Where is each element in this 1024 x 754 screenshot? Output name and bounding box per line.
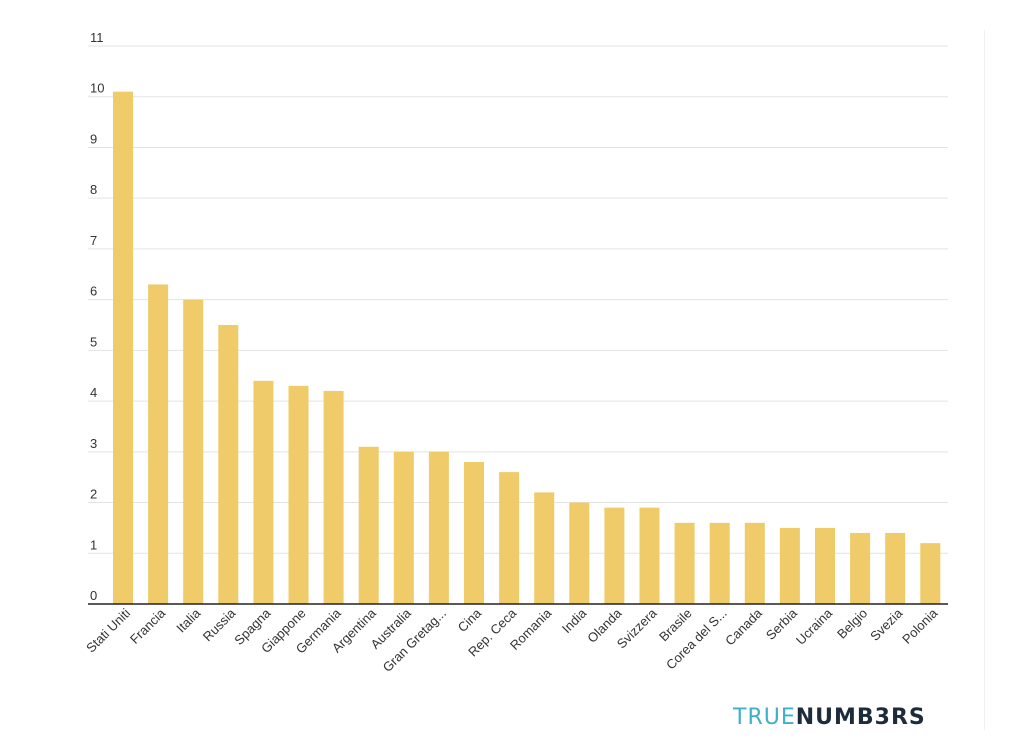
x-tick-label: Cina <box>455 605 485 635</box>
brand-logo-part-2: NUMB3RS <box>795 705 926 730</box>
bar <box>323 390 344 604</box>
x-tick-label: Belgio <box>834 606 870 642</box>
x-tick-label: Svizzera <box>614 605 660 651</box>
brand-logo: TRUENUMB3RS <box>733 705 926 730</box>
y-tick-label: 3 <box>90 436 97 451</box>
y-tick-label: 4 <box>90 385 97 400</box>
x-tick-label: India <box>559 605 590 636</box>
brand-logo-part-1: TRUE <box>733 705 796 730</box>
bar <box>709 522 730 604</box>
bar <box>779 527 800 604</box>
bar <box>499 472 520 604</box>
bar <box>183 299 204 604</box>
right-divider <box>984 30 985 730</box>
y-tick-label: 7 <box>90 233 97 248</box>
bar <box>113 91 133 605</box>
bar <box>744 522 765 604</box>
bar <box>393 451 414 604</box>
bar <box>358 446 379 604</box>
bar <box>850 532 871 604</box>
bar <box>534 492 555 604</box>
y-tick-label: 0 <box>90 588 97 603</box>
x-tick-label: Polonia <box>899 605 941 647</box>
x-tick-label: Italia <box>173 605 204 636</box>
y-tick-label: 9 <box>90 131 97 146</box>
bar <box>464 461 484 604</box>
y-tick-label: 10 <box>90 81 104 96</box>
bar <box>815 527 835 604</box>
x-tick-label: Canada <box>722 605 765 648</box>
bar <box>569 502 590 604</box>
y-tick-label: 6 <box>90 284 97 299</box>
bar <box>253 380 274 604</box>
y-axis-ticks: 0 1 2 3 4 5 6 7 8 9 10 11 <box>90 30 104 603</box>
bar <box>639 507 660 604</box>
y-tick-label: 8 <box>90 182 97 197</box>
bar <box>674 522 695 604</box>
bar <box>218 325 239 604</box>
bar <box>920 543 941 604</box>
x-tick-label: Ucraina <box>793 605 836 648</box>
bar <box>288 385 309 604</box>
x-tick-label: Stati Uniti <box>83 605 133 655</box>
x-tick-label: Gran Gretag... <box>380 606 449 675</box>
x-tick-label: Francia <box>127 605 169 647</box>
y-tick-label: 11 <box>90 30 104 45</box>
bar <box>604 507 625 604</box>
bar <box>428 451 449 604</box>
y-tick-label: 1 <box>90 537 97 552</box>
y-tick-label: 5 <box>90 334 97 349</box>
bar <box>885 532 906 604</box>
y-tick-label: 2 <box>90 487 97 502</box>
bars <box>113 91 941 605</box>
bar <box>148 284 169 604</box>
